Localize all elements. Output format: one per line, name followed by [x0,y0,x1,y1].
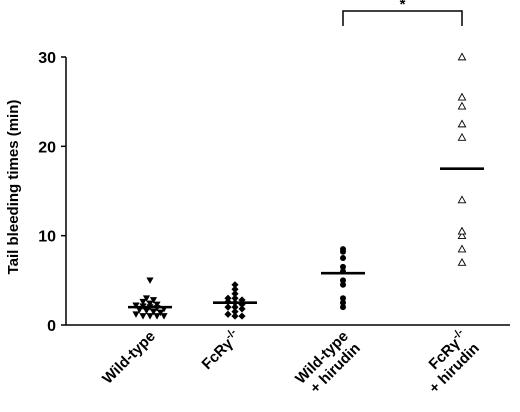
data-point [139,298,147,306]
data-point [142,295,151,302]
category-label: Wild-type+ hirudin [292,328,364,397]
data-point [146,313,154,320]
y-tick-label: 0 [47,318,56,335]
data-point [340,295,346,302]
data-point [457,226,467,235]
bracket-line [342,10,463,26]
category-labels: Wild-type FcRγ-/- Wild-type+ hirudin FcRγ-/… [99,326,483,397]
axes [65,57,510,326]
data-point [457,132,467,141]
y-tick-label: 20 [38,139,56,156]
category-label-line: FcRγ-/- [197,326,244,373]
category-label: FcRγ-/-+ hirudin [426,326,483,397]
data-point [231,312,239,320]
data-point [457,244,467,253]
data-point [153,313,161,320]
data-point [224,303,232,311]
data-point [231,303,239,311]
data-point [340,255,346,261]
category-label: Wild-type [99,328,159,388]
data-point [231,281,239,289]
data-point [132,311,140,318]
data-point [231,290,239,298]
data-point [132,302,140,309]
data-point [457,257,467,266]
data-point [139,313,147,320]
y-tick-label: 10 [38,229,56,246]
data-point [238,305,246,313]
data-point [238,296,246,304]
y-tick-label: 30 [38,50,56,67]
data-point [149,297,158,304]
data-point [156,309,165,317]
significance-label: * [400,0,406,13]
data-point [457,101,467,110]
data-point [457,195,467,204]
data-point [238,300,246,309]
significance-bracket: * [342,0,463,26]
data-point [231,308,239,316]
data-point [153,301,161,309]
data-point [457,119,467,128]
y-axis-title: Tail bleeding times (min) [5,100,22,275]
data-point [231,294,239,302]
data-point [224,310,232,318]
mean-bars [128,167,484,309]
category-label-line: Wild-type [99,328,159,388]
data-point [457,52,467,61]
data-point [146,300,154,308]
data-point [160,313,168,320]
data-point [238,312,246,320]
data-point [142,307,151,315]
data-point [340,281,346,288]
data-point [340,304,346,311]
data-point [340,277,346,284]
data-point [340,299,346,306]
data-point [457,231,467,239]
data-point [340,263,346,270]
data-point [146,277,154,284]
category-label: FcRγ-/- [197,326,244,373]
data-point [135,306,144,314]
data-point [340,246,346,253]
data-point [231,285,239,293]
data-points [132,52,467,320]
data-point [149,308,158,316]
data-point [457,92,467,101]
y-ticks: 0 10 20 30 [38,50,66,335]
data-point [224,294,232,302]
